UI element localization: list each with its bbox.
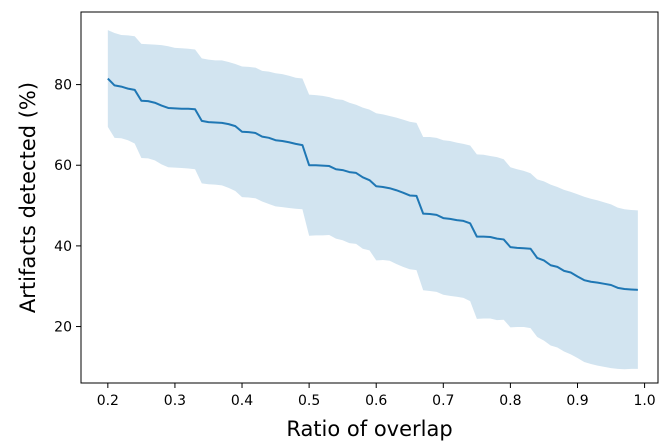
mean-line: [107, 77, 638, 291]
x-tick-label: 0.7: [432, 393, 454, 409]
x-tick-label: 0.3: [164, 393, 186, 409]
x-axis-label: Ratio of overlap: [286, 417, 452, 441]
y-tick-label: 20: [54, 320, 72, 336]
y-tick-label: 80: [54, 78, 72, 94]
x-tick-label: 0.6: [365, 393, 387, 409]
x-tick-label: 0.8: [499, 393, 521, 409]
confidence-band: [107, 30, 638, 370]
x-tick-label: 0.9: [566, 393, 588, 409]
plot-area: [107, 30, 638, 370]
x-tick-label: 0.2: [97, 393, 119, 409]
x-tick-label: 0.5: [298, 393, 320, 409]
x-tick-label: 1.0: [633, 393, 655, 409]
y-axis-ticks: 20 40 60 80: [54, 78, 81, 336]
x-axis-ticks: 0.2 0.3 0.4 0.5 0.6 0.7 0.8 0.9 1.0: [97, 383, 656, 409]
y-tick-label: 40: [54, 239, 72, 255]
y-axis-label: Artifacts detected (%): [16, 82, 40, 313]
x-tick-label: 0.4: [231, 393, 253, 409]
axes-frame: [80, 11, 659, 384]
y-tick-label: 60: [54, 158, 72, 174]
